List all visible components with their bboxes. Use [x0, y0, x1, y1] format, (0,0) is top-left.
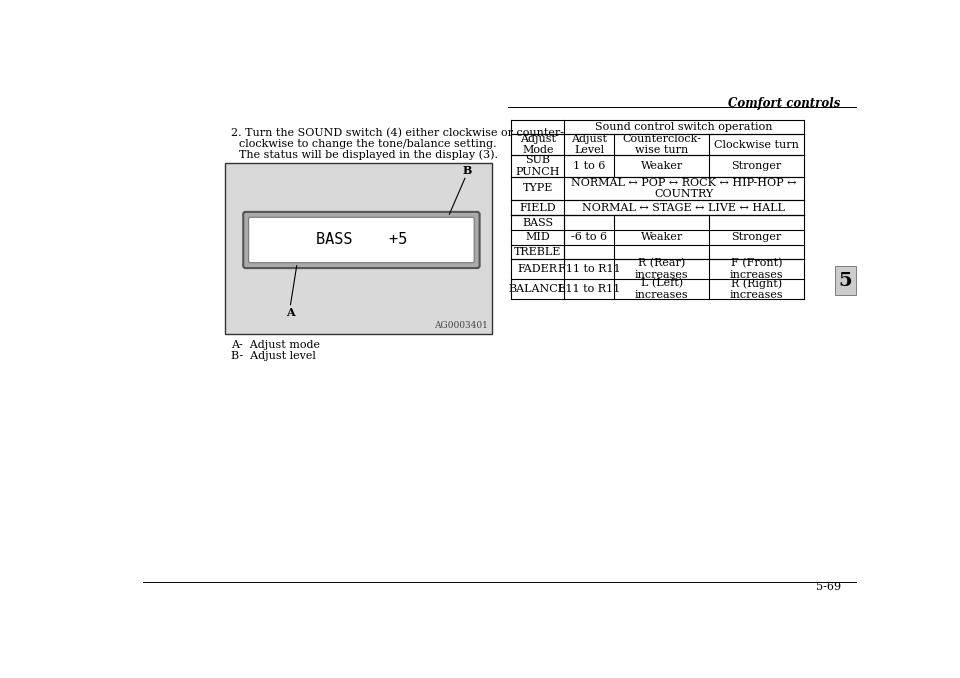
FancyBboxPatch shape	[243, 212, 480, 268]
Text: AG0003401: AG0003401	[434, 321, 488, 330]
Text: F (Front)
increases: F (Front) increases	[730, 258, 783, 280]
Text: 5: 5	[839, 272, 852, 290]
Text: Weaker: Weaker	[640, 161, 683, 171]
Text: Stronger: Stronger	[732, 233, 781, 242]
Text: A: A	[286, 307, 295, 318]
Text: Adjust
Mode: Adjust Mode	[519, 134, 556, 155]
Text: Stronger: Stronger	[732, 161, 781, 171]
Text: NORMAL ↔ STAGE ↔ LIVE ↔ HALL: NORMAL ↔ STAGE ↔ LIVE ↔ HALL	[583, 203, 785, 213]
Text: BALANCE: BALANCE	[509, 284, 566, 294]
FancyBboxPatch shape	[249, 217, 474, 262]
Text: R (Rear)
increases: R (Rear) increases	[635, 258, 688, 280]
Text: Adjust
Level: Adjust Level	[571, 134, 608, 155]
Text: 1 to 6: 1 to 6	[573, 161, 606, 171]
Text: BASS: BASS	[522, 218, 553, 228]
Text: SUB
PUNCH: SUB PUNCH	[516, 155, 560, 177]
Text: B-  Adjust level: B- Adjust level	[230, 351, 316, 361]
Text: L11 to R11: L11 to R11	[558, 284, 620, 294]
Text: F11 to R11: F11 to R11	[558, 264, 620, 274]
Text: Clockwise turn: Clockwise turn	[714, 140, 799, 150]
Text: FIELD: FIELD	[519, 203, 556, 213]
Bar	[834, 266, 856, 296]
Text: Sound control switch operation: Sound control switch operation	[595, 122, 773, 132]
Text: Weaker: Weaker	[640, 233, 683, 242]
Text: 5-69: 5-69	[816, 582, 841, 592]
Text: The status will be displayed in the display (3).: The status will be displayed in the disp…	[239, 150, 497, 161]
Text: TYPE: TYPE	[522, 183, 553, 193]
Text: R (Right)
increases: R (Right) increases	[730, 278, 783, 300]
Text: A-  Adjust mode: A- Adjust mode	[230, 340, 320, 350]
Text: MID: MID	[525, 233, 550, 242]
Bar	[225, 163, 492, 334]
Text: NORMAL ↔ POP ↔ ROCK ↔ HIP-HOP ↔
COUNTRY: NORMAL ↔ POP ↔ ROCK ↔ HIP-HOP ↔ COUNTRY	[571, 178, 797, 199]
Text: L (Left)
increases: L (Left) increases	[635, 278, 688, 300]
Text: BASS    +5: BASS +5	[316, 233, 407, 247]
Text: clockwise to change the tone/balance setting.: clockwise to change the tone/balance set…	[239, 139, 496, 149]
Text: -6 to 6: -6 to 6	[571, 233, 608, 242]
Text: 2. Turn the SOUND switch (4) either clockwise or counter-: 2. Turn the SOUND switch (4) either cloc…	[230, 128, 564, 138]
Text: Counterclock-
wise turn: Counterclock- wise turn	[622, 134, 701, 155]
Text: TREBLE: TREBLE	[514, 247, 562, 257]
Text: B: B	[463, 165, 472, 176]
Text: Comfort controls: Comfort controls	[729, 97, 841, 110]
Text: FADER: FADER	[517, 264, 558, 274]
